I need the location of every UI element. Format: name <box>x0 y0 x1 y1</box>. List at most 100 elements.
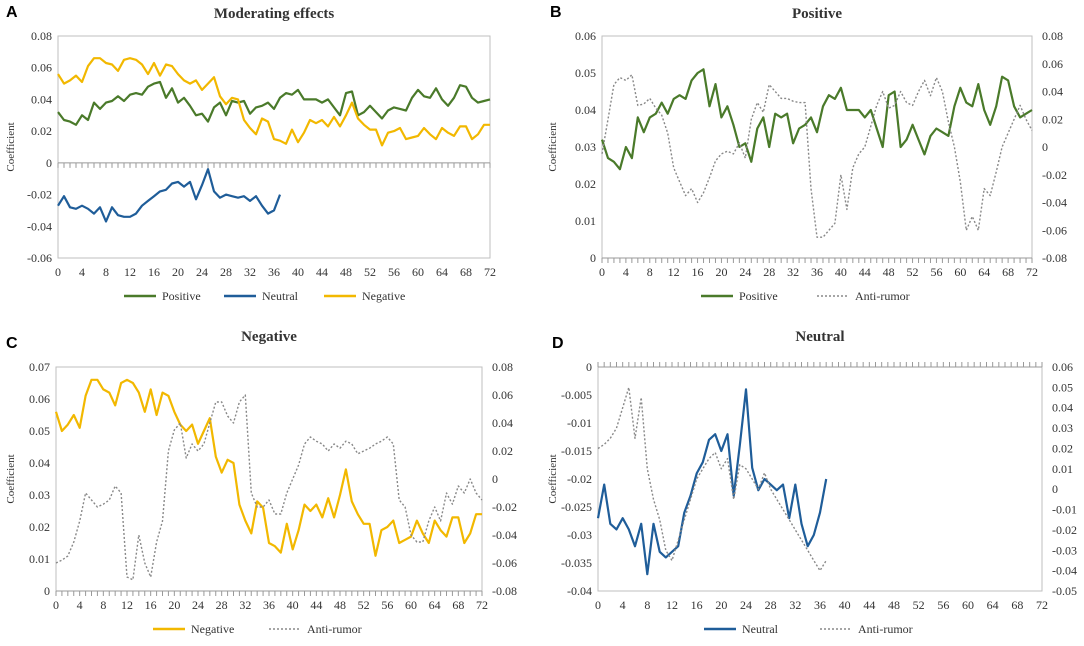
series-line-positive <box>57 80 491 126</box>
y2-tick-label: 0.05 <box>1052 380 1073 394</box>
y-tick-label: -0.03 <box>567 528 592 542</box>
y-tick-label: 0.04 <box>31 92 52 106</box>
y2-tick-label: 0.08 <box>1042 29 1063 43</box>
x-tick-label: 4 <box>79 265 85 279</box>
chart-title: Positive <box>792 6 842 22</box>
x-tick-label: 8 <box>647 265 653 279</box>
y2-tick-label: -0.08 <box>1042 251 1067 265</box>
y-tick-label: 0.02 <box>31 124 52 138</box>
panel-letter: B <box>550 4 562 21</box>
y2-tick-label: -0.04 <box>492 528 517 542</box>
y2-tick-label: -0.04 <box>1042 196 1067 210</box>
series-line-anti-rumor <box>597 386 827 572</box>
y2-tick-label: 0 <box>1042 140 1048 154</box>
x-tick-label: 44 <box>863 598 875 612</box>
y-tick-label: 0.01 <box>575 214 596 228</box>
x-tick-label: 8 <box>100 598 106 612</box>
panel-c: C Negative 0 0.01 0.02 0.03 0.04 0.05 0.06 0.07 -… <box>0 323 542 646</box>
x-tick-label: 4 <box>623 265 629 279</box>
y-tick-label: 0 <box>46 156 52 170</box>
legend-label: Anti-rumor <box>858 622 913 636</box>
x-tick-label: 12 <box>668 265 680 279</box>
y-tick-label: 0.06 <box>31 61 52 75</box>
y2-tick-label: -0.04 <box>1052 564 1077 578</box>
y-tick-label: -0.015 <box>561 444 592 458</box>
y2-tick-label: 0.08 <box>492 360 513 374</box>
x-tick-label: 20 <box>715 265 727 279</box>
y-tick-label: -0.01 <box>567 416 592 430</box>
y-tick-label: -0.04 <box>567 584 592 598</box>
y2-tick-label: -0.06 <box>1042 223 1067 237</box>
x-tick-label: 0 <box>595 598 601 612</box>
legend-label: Positive <box>739 289 778 303</box>
x-tick-label: 40 <box>292 265 304 279</box>
x-tick-label: 16 <box>148 265 160 279</box>
chart-positive: Positive 0 0.01 0.02 0.03 0.04 0.05 0.06 -0.08 -0… <box>547 6 1067 303</box>
x-tick-label: 72 <box>484 265 496 279</box>
x-tick-label: 0 <box>53 598 59 612</box>
y2-tick-label: 0 <box>492 472 498 486</box>
plot-area <box>57 35 491 259</box>
x-tick-label: 48 <box>340 265 352 279</box>
chart-neutral: Neutral-0.04-0.035-0.03-0.025-0.02-0.015… <box>547 329 1077 636</box>
y-tick-label: 0.07 <box>29 360 50 374</box>
legend-label: Anti-rumor <box>307 622 362 636</box>
x-tick-label: 68 <box>460 265 472 279</box>
x-tick-label: 44 <box>859 265 871 279</box>
x-tick-label: 28 <box>216 598 228 612</box>
x-tick-label: 12 <box>124 265 136 279</box>
x-tick-label: 68 <box>452 598 464 612</box>
y-axis-label: Coefficient <box>5 122 17 171</box>
x-tick-label: 4 <box>620 598 626 612</box>
panel-letter: A <box>6 4 18 21</box>
chart-title: Neutral <box>795 329 844 345</box>
x-tick-label: 44 <box>310 598 322 612</box>
panel-letter: C <box>6 335 18 352</box>
plot-area <box>601 35 1033 259</box>
x-tick-label: 32 <box>789 598 801 612</box>
x-tick-label: 28 <box>220 265 232 279</box>
y2-tick-label: 0 <box>1052 482 1058 496</box>
x-tick-label: 64 <box>987 598 999 612</box>
y2-tick-label: 0.02 <box>492 444 513 458</box>
x-tick-label: 40 <box>839 598 851 612</box>
y2-tick-label: 0.06 <box>1042 57 1063 71</box>
x-tick-label: 64 <box>978 265 990 279</box>
y-tick-label: 0.03 <box>575 140 596 154</box>
x-tick-label: 16 <box>691 598 703 612</box>
x-tick-label: 12 <box>666 598 678 612</box>
y-tick-label: -0.005 <box>561 388 592 402</box>
series-line-positive <box>600 68 1033 171</box>
x-tick-label: 56 <box>381 598 393 612</box>
y-tick-label: 0 <box>44 584 50 598</box>
x-tick-label: 60 <box>405 598 417 612</box>
y-axis-label: Coefficient <box>547 454 559 503</box>
legend-label: Negative <box>191 622 234 636</box>
x-tick-label: 36 <box>811 265 823 279</box>
y-tick-label: 0.04 <box>29 456 50 470</box>
x-tick-label: 56 <box>388 265 400 279</box>
y-tick-label: 0.08 <box>31 29 52 43</box>
x-tick-label: 44 <box>316 265 328 279</box>
chart-negative: Negative 0 0.01 0.02 0.03 0.04 0.05 0.06 0.07 -0.… <box>5 329 517 636</box>
y2-tick-label: 0.03 <box>1052 421 1073 435</box>
x-tick-label: 24 <box>196 265 208 279</box>
x-tick-label: 4 <box>77 598 83 612</box>
y-tick-label: -0.035 <box>561 556 592 570</box>
x-tick-label: 72 <box>476 598 488 612</box>
y2-tick-label: -0.02 <box>1042 168 1067 182</box>
y-tick-label: 0 <box>590 251 596 265</box>
x-tick-label: 8 <box>644 598 650 612</box>
y-tick-label: 0.02 <box>575 177 596 191</box>
x-tick-label: 36 <box>268 265 280 279</box>
x-tick-label: 72 <box>1026 265 1038 279</box>
y2-tick-label: -0.05 <box>1052 584 1077 598</box>
x-tick-label: 24 <box>740 598 752 612</box>
y2-tick-label: 0.02 <box>1052 441 1073 455</box>
x-tick-label: 20 <box>172 265 184 279</box>
x-tick-label: 32 <box>244 265 256 279</box>
y2-tick-label: 0.04 <box>492 416 513 430</box>
plot-area <box>55 366 483 592</box>
x-tick-label: 60 <box>412 265 424 279</box>
x-tick-label: 64 <box>436 265 448 279</box>
